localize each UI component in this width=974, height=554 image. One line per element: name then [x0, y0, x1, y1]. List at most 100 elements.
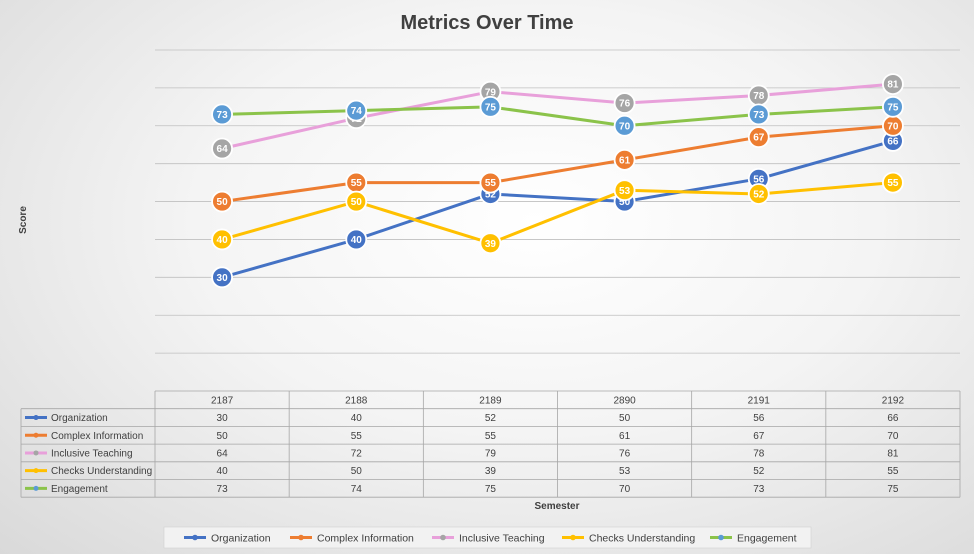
table-series-label: Checks Understanding: [51, 466, 152, 477]
data-label: 52: [753, 190, 765, 201]
legend-marker: [298, 534, 304, 541]
table-cell: 40: [351, 413, 363, 424]
table-legend-marker: [33, 450, 39, 456]
data-label: 50: [619, 197, 631, 208]
data-label: 79: [485, 87, 497, 98]
data-label: 73: [217, 110, 229, 121]
data-point: [345, 99, 368, 122]
table-series-label: Inclusive Teaching: [51, 448, 133, 459]
data-point: [211, 266, 233, 289]
table-cell: 50: [619, 413, 631, 424]
data-point: [211, 137, 233, 160]
table-cell: 55: [351, 431, 363, 442]
table-cell: 55: [887, 466, 899, 477]
legend-marker: [440, 534, 446, 541]
table-header-cell: 2890: [613, 395, 636, 406]
table-cell: 73: [217, 484, 229, 495]
series-lines: [221, 82, 894, 279]
table-header-cell: 2192: [882, 395, 905, 406]
table-cell: 50: [351, 466, 363, 477]
data-point: [747, 103, 770, 126]
legend: Organization Complex Information Inclusive…: [163, 526, 812, 549]
table-cell: 55: [485, 431, 497, 442]
data-label: 61: [619, 155, 631, 166]
table-cell: 39: [485, 466, 497, 477]
table-header-cell: 2187: [211, 395, 234, 406]
series-line: [221, 139, 894, 279]
table-cell: 75: [485, 484, 497, 495]
table-cell: 67: [753, 431, 765, 442]
table-cell: 30: [217, 413, 229, 424]
legend-marker: [192, 534, 198, 541]
data-label: 73: [753, 110, 765, 121]
data-label: 50: [217, 197, 229, 208]
data-point: [882, 171, 904, 194]
data-point: [747, 183, 770, 205]
data-label: 70: [887, 121, 899, 132]
legend-label: Checks Understanding: [589, 532, 695, 544]
table-series-label: Organization: [51, 413, 108, 424]
data-label: 67: [753, 133, 765, 144]
table-cell: 78: [753, 448, 765, 459]
table-cell: 52: [485, 413, 497, 424]
data-point: [613, 179, 636, 202]
table-cell: 61: [619, 431, 631, 442]
data-point: [479, 171, 502, 194]
data-point: [613, 114, 636, 137]
table-cell: 70: [619, 484, 631, 495]
table-header-cell: 2191: [748, 395, 771, 406]
table-cell: 70: [887, 431, 899, 442]
table-cell: 75: [887, 484, 899, 495]
series-line: [222, 105, 894, 128]
data-point: [345, 228, 368, 251]
table-cell: 40: [217, 466, 229, 477]
table-legend-marker: [33, 415, 39, 421]
data-label: 55: [351, 178, 363, 189]
data-label: 56: [753, 174, 765, 185]
x-axis-label: Semester: [534, 501, 579, 512]
table-header-cell: 2189: [479, 395, 502, 406]
table-cell: 79: [485, 448, 497, 459]
data-label: 39: [485, 239, 497, 250]
table-cell: 72: [351, 448, 363, 459]
gridlines: [155, 49, 960, 354]
data-label: 75: [887, 102, 899, 113]
data-point: [882, 95, 904, 118]
table-cell: 66: [887, 413, 899, 424]
data-point: [479, 232, 502, 255]
table-cell: 56: [753, 413, 765, 424]
table-cell: 52: [753, 466, 765, 477]
data-label: 81: [887, 80, 899, 91]
series-line: [221, 124, 894, 204]
data-label: 74: [351, 106, 363, 117]
legend-label: Inclusive Teaching: [459, 532, 545, 544]
series-line: [221, 181, 894, 245]
series-line: [221, 82, 894, 150]
y-axis-label: Score: [18, 206, 29, 234]
table-series-label: Complex Information: [51, 431, 143, 442]
data-label: 78: [753, 91, 765, 102]
legend-label: Engagement: [737, 532, 797, 544]
data-point: [747, 126, 770, 149]
table-cell: 76: [619, 448, 631, 459]
data-label: 30: [217, 273, 229, 284]
table-cell: 53: [619, 466, 631, 477]
data-point: [882, 73, 904, 95]
legend-marker: [570, 534, 576, 541]
table-legend-marker: [33, 485, 39, 491]
data-point: [211, 103, 233, 126]
data-label: 70: [619, 121, 631, 132]
data-label: 75: [485, 102, 497, 113]
data-point: [613, 92, 636, 114]
table-cell: 74: [351, 484, 363, 495]
table-cell: 50: [217, 431, 229, 442]
data-label: 50: [351, 197, 363, 208]
data-label: 40: [351, 235, 363, 246]
data-label: 53: [619, 186, 631, 197]
data-point: [613, 148, 636, 171]
data-label: 40: [217, 235, 229, 246]
data-point: [211, 228, 233, 251]
data-label: 66: [887, 137, 899, 148]
data-label: 52: [485, 190, 497, 201]
